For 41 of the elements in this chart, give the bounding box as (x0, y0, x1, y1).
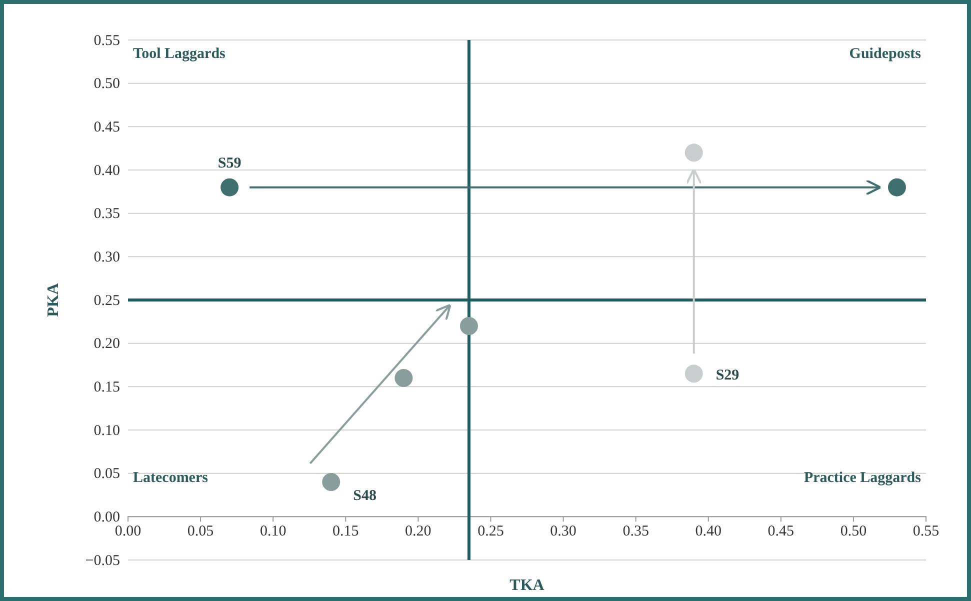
y-tick-label: 0.15 (94, 379, 120, 396)
x-tick-label: 0.25 (478, 523, 504, 540)
y-tick-label: 0.30 (94, 249, 120, 266)
y-tick-label: 0.00 (94, 509, 120, 526)
x-tick-label: 0.45 (768, 523, 794, 540)
y-tick-label: 0.35 (94, 206, 120, 222)
x-tick-label: 0.35 (622, 523, 649, 540)
y-tick-label: 0.20 (94, 336, 120, 352)
series-label: S29 (716, 368, 740, 384)
point (220, 178, 239, 196)
series-label: S59 (218, 155, 242, 172)
y-tick-label: 0.50 (94, 76, 120, 92)
point (684, 144, 703, 162)
x-tick-label: 0.20 (405, 523, 432, 540)
y-tick-label: 0.05 (94, 466, 120, 482)
y-tick-label: 0.45 (94, 119, 120, 136)
x-tick-label: 0.10 (260, 523, 286, 540)
x-tick-label: 0.00 (114, 523, 142, 540)
y-tick-label: −0.05 (85, 552, 120, 569)
y-tick-label: 0.10 (94, 422, 120, 439)
point (460, 317, 478, 335)
point (888, 178, 906, 196)
x-tick-label: 0.30 (550, 523, 576, 540)
x-tick-label: 0.50 (840, 523, 867, 540)
y-tick-label: 0.55 (94, 32, 120, 49)
x-axis-title: TKA (510, 577, 545, 594)
x-tick-label: 0.40 (695, 523, 722, 540)
point (684, 364, 703, 383)
x-tick-label: 0.15 (332, 523, 359, 540)
y-tick-label: 0.25 (94, 292, 120, 309)
y-axis-title: PKA (45, 282, 62, 317)
series-label: S48 (353, 488, 376, 504)
annotation: Guideposts (849, 46, 922, 62)
annotation: Tool Laggards (133, 46, 226, 62)
x-tick-label: 0.55 (912, 523, 940, 540)
x-tick-label: 0.05 (187, 523, 214, 540)
annotation: Latecomers (133, 470, 208, 486)
y-tick-label: 0.40 (94, 162, 120, 179)
annotation: Practice Laggards (804, 470, 922, 486)
point (394, 369, 413, 387)
point (322, 473, 340, 491)
